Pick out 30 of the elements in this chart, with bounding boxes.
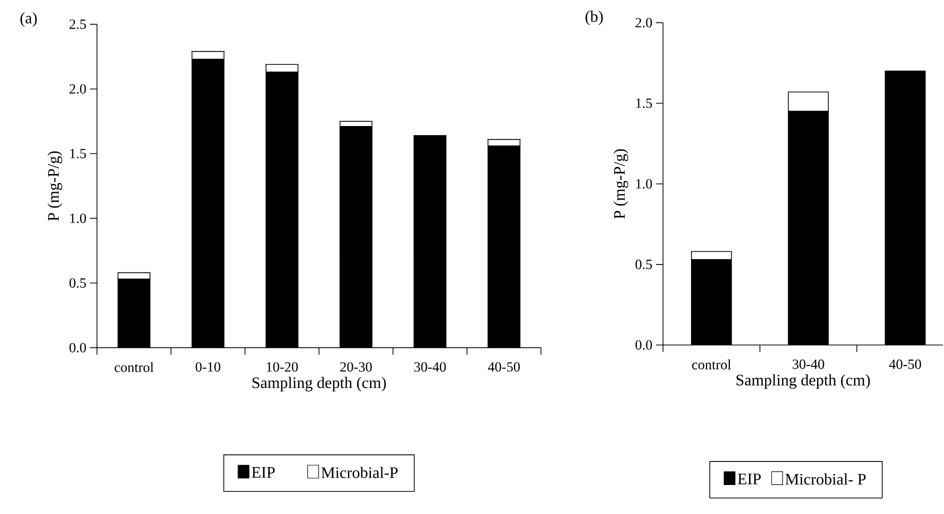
legend-label: Microbial-P [321,466,398,478]
x-tick-label: 40-50 [488,362,520,372]
y-tick-label: 2.0 [636,18,652,28]
y-tick-label: 0.5 [70,278,86,288]
x-axis-title: Sampling depth (cm) [736,374,870,389]
y-tick-label: 0.5 [636,260,652,270]
legend-label: EIP [738,474,761,484]
y-tick-label: 1.0 [70,214,86,224]
y-tick-label: 1.0 [636,179,652,189]
x-tick-label: 0-10 [196,362,220,372]
legend-label: EIP [252,467,275,478]
y-tick-label: 0.0 [70,342,86,352]
x-tick-label: 30-40 [414,362,446,372]
y-axis-title: P (mg-P/g) [614,149,628,219]
chart-title: (a) [20,12,37,27]
y-tick-label: 0.0 [636,340,652,350]
y-tick-label: 2.5 [70,20,86,30]
x-tick-label: 40-50 [889,360,922,369]
legend-label: Microbial- P [785,473,866,485]
y-tick-label: 2.0 [70,84,86,94]
x-tick-label: 10-20 [266,362,298,372]
x-tick-label: 30-40 [792,360,824,369]
y-tick-label: 1.5 [636,98,652,108]
x-tick-label: control [114,362,154,372]
x-tick-label: control [692,360,732,370]
y-tick-label: 1.5 [70,148,86,158]
x-axis-title: Sampling depth (cm) [252,376,386,392]
x-tick-label: 20-30 [340,362,372,372]
y-axis-title: P (mg-P/g) [48,151,62,221]
chart-title: (b) [586,10,603,26]
